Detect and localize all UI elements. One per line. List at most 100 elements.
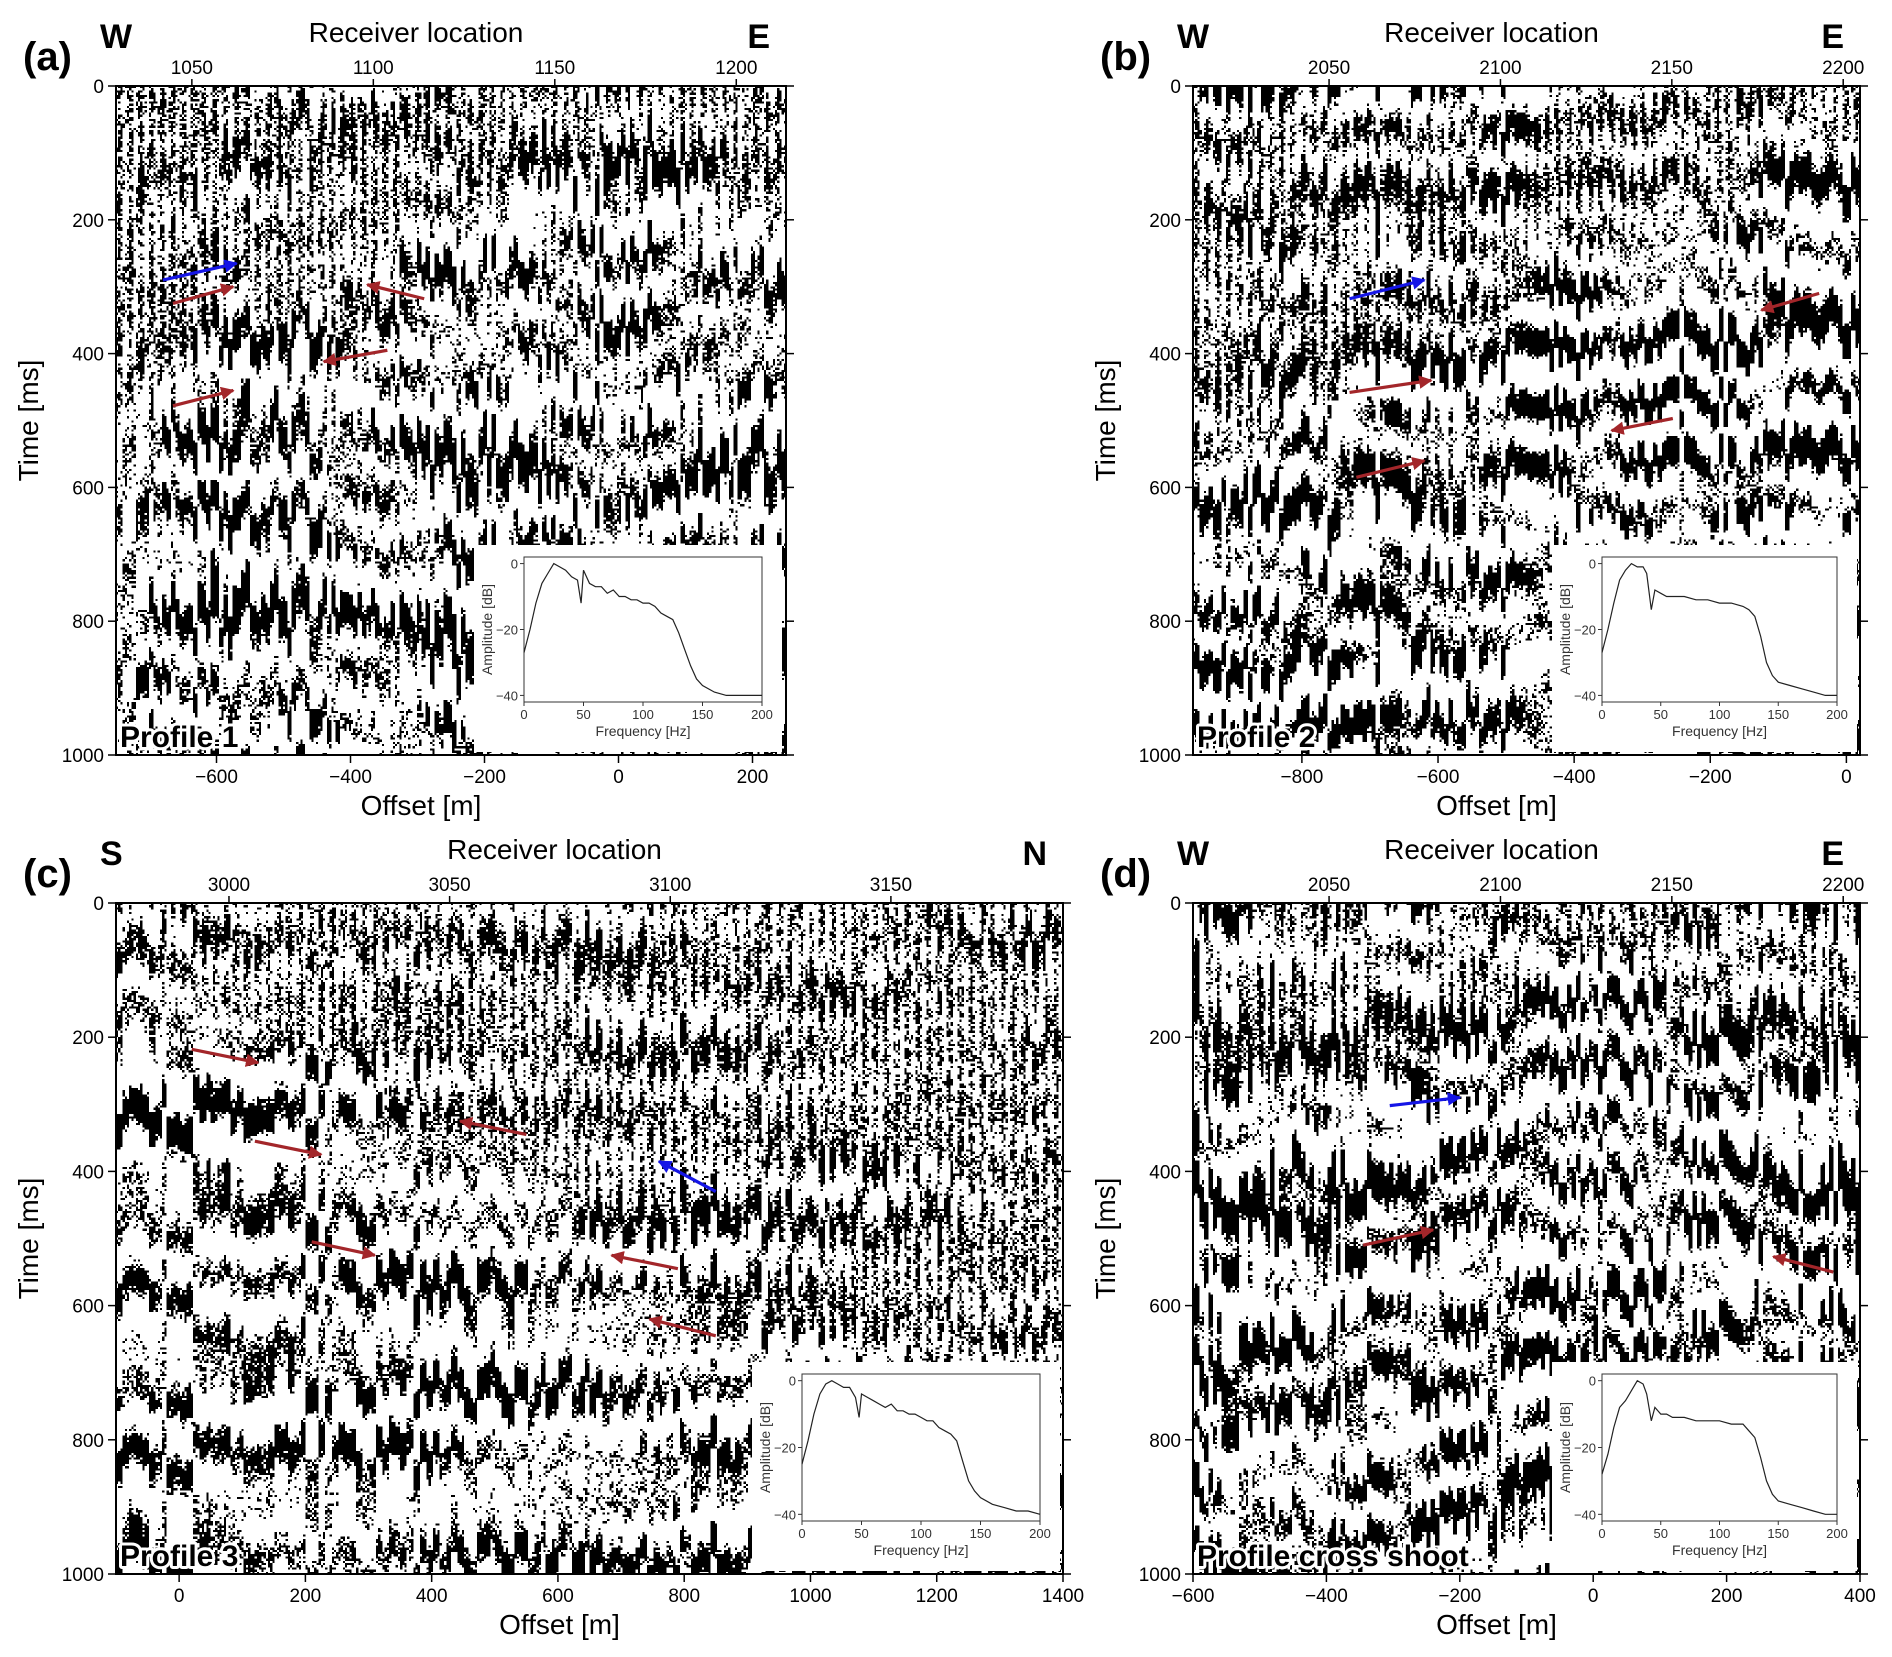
y-tick-label: 800 [1149,1431,1181,1452]
x-tick-label: 1200 [916,1586,958,1607]
panel-c: (c) S N Receiver location 3000 3050 3100 3150 Ti… [13,834,1084,1640]
x-axis-label: Offset [m] [1436,1609,1557,1640]
x-tick-label: 800 [668,1586,700,1607]
inset-y-tick-label: 0 [511,557,518,572]
y-tick-label: 800 [1149,612,1181,633]
x-axis-label: Offset [m] [499,1609,620,1640]
x-tick-label: −800 [1280,767,1323,788]
inset-x-tick-label: 200 [1826,707,1848,722]
y-tick-label: 400 [1149,1162,1181,1183]
red-arrow [172,386,235,408]
x-tick-label: −600 [1172,1586,1215,1607]
y-tick-label: 400 [72,1162,104,1183]
inset-y-tick-label: −40 [496,688,518,703]
inset-y-tick-label: −20 [1574,1441,1596,1456]
inset-x-tick-label: 0 [520,707,527,722]
profile-label: Profile 3 [120,1540,238,1573]
y-tick-label: 600 [72,1297,104,1318]
y-axis-label: Time [ms] [1090,1178,1121,1300]
y-axis-label: Time [ms] [13,1178,44,1300]
top-tick-label: 2050 [1308,58,1350,79]
inset-x-tick-label: 0 [798,1526,805,1541]
y-tick-label: 600 [1149,478,1181,499]
panel-b: (b) W E Receiver location 2050 2100 2150 2200 Ti… [1090,17,1868,821]
inset-x-tick-label: 200 [1029,1526,1051,1541]
y-axis-label: Time [ms] [13,360,44,482]
top-axis-label: Receiver location [309,17,524,48]
spectrum-line [523,562,762,697]
red-arrow [1610,416,1674,435]
panel-d: (d) W E Receiver location 2050 2100 2150 2200 Ti… [1090,834,1876,1640]
spectrum-inset: 0 50 100 150 200 0 −20 −40 Frequency [Hz] Amplitu… [1552,545,1857,752]
inset-y-tick-label: −20 [1574,623,1596,638]
top-axis-label: Receiver location [1384,17,1599,48]
inset-background [1552,1362,1857,1571]
top-tick-label: 1150 [534,58,575,79]
inset-x-tick-label: 100 [632,707,654,722]
panel-letter: (c) [23,852,72,896]
x-tick-label: −400 [1305,1586,1348,1607]
x-tick-label: −600 [1417,767,1460,788]
x-tick-label: 200 [737,767,769,788]
compass-left-label: W [100,18,133,56]
top-tick-label: 2150 [1651,58,1693,79]
red-arrow [1362,1225,1435,1247]
panel-letter: (a) [23,35,72,79]
top-tick-label: 1050 [171,58,213,79]
red-arrow [458,1116,527,1137]
inset-x-tick-label: 150 [692,707,714,722]
inset-x-tick-label: 50 [1654,707,1668,722]
plot-frame [115,85,787,756]
inset-x-tick-label: 150 [970,1526,992,1541]
y-tick-label: 200 [72,1028,104,1049]
y-tick-label: 0 [1170,77,1181,98]
blue-arrow [657,1159,717,1193]
top-tick-label: 3150 [870,875,912,896]
x-axis-label: Offset [m] [361,790,482,821]
top-tick-label: 2100 [1479,58,1521,79]
x-tick-label: 0 [1841,767,1852,788]
red-arrow [254,1139,323,1159]
top-tick-label: 1100 [353,58,394,79]
spectrum-line [1601,1379,1837,1515]
inset-x-tick-label: 50 [576,707,590,722]
inset-x-tick-label: 150 [1767,1526,1789,1541]
compass-right-label: E [1821,18,1844,56]
x-tick-label: 200 [1711,1586,1743,1607]
y-tick-label: 0 [93,894,104,915]
top-tick-label: 2150 [1651,875,1693,896]
inset-y-tick-label: −20 [774,1441,796,1456]
x-tick-label: −200 [1689,767,1732,788]
inset-x-tick-label: 50 [1654,1526,1668,1541]
spectrum-line [1601,562,1837,697]
y-tick-label: 1000 [62,1565,104,1586]
y-tick-label: 0 [1170,894,1181,915]
y-tick-label: 1000 [1139,1565,1181,1586]
x-tick-label: −600 [195,767,238,788]
top-tick-label: 2200 [1822,875,1864,896]
top-tick-label: 3050 [428,875,470,896]
x-tick-label: −400 [1553,767,1596,788]
spectrum-inset: 0 50 100 150 200 0 −20 −40 Frequency [Hz] Amplitu… [1552,1362,1857,1571]
red-arrow [610,1251,679,1271]
x-tick-label: 1000 [789,1586,831,1607]
inset-x-tick-label: 200 [1826,1526,1848,1541]
inset-x-tick-label: 100 [1709,1526,1731,1541]
inset-x-axis-label: Frequency [Hz] [1672,1542,1767,1558]
top-tick-label: 2100 [1479,875,1521,896]
inset-y-tick-label: −20 [496,623,518,638]
panel-letter: (b) [1100,35,1151,79]
top-axis-label: Receiver location [1384,834,1599,865]
spectrum-line [801,1380,1041,1515]
x-tick-label: 0 [613,767,624,788]
compass-left-label: W [1177,835,1210,873]
inset-y-axis-label: Amplitude [dB] [479,584,495,675]
x-tick-label: 0 [1588,1586,1599,1607]
plot-frame [1192,902,1861,1575]
top-tick-label: 3100 [649,875,691,896]
plot-frame [1192,85,1861,756]
y-tick-label: 0 [93,77,104,98]
x-tick-label: 400 [1844,1586,1876,1607]
inset-y-tick-label: −40 [1574,688,1596,703]
